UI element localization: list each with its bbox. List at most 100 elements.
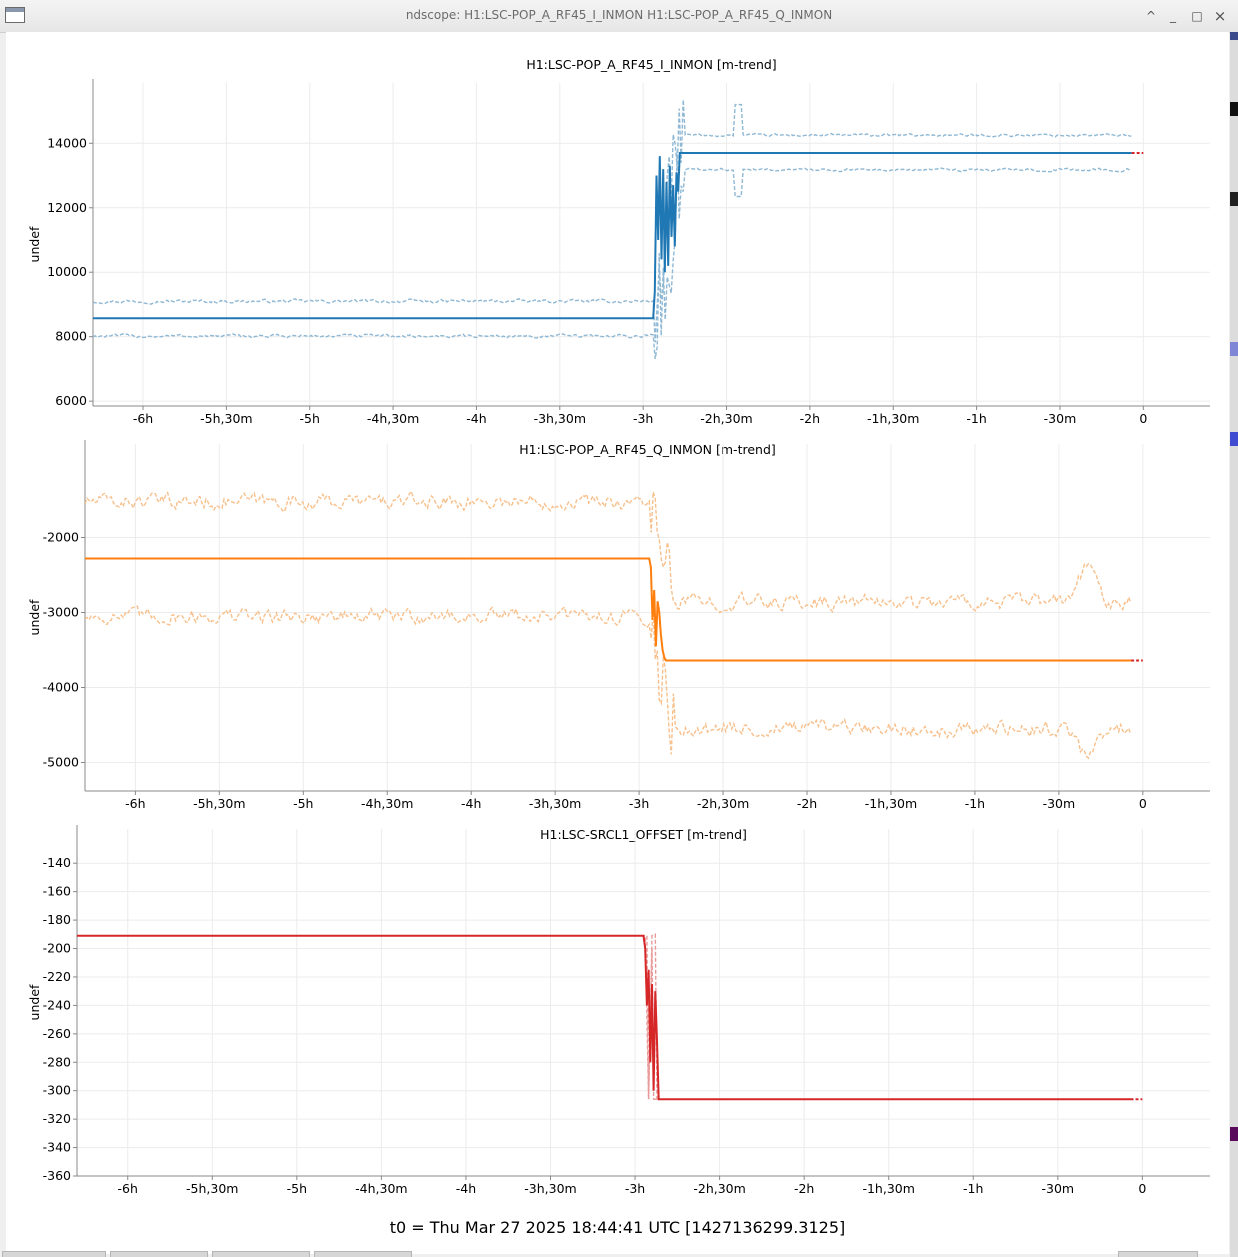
x-tick-label: -2h,30m <box>700 411 752 426</box>
taskbar-tab[interactable] <box>2 1251 106 1257</box>
x-tick-label: -3h,30m <box>529 796 581 811</box>
adjacent-window-strip <box>1230 32 1238 1257</box>
x-tick-label: -1h <box>965 796 985 811</box>
x-tick-label: -3h <box>625 1181 645 1196</box>
close-button[interactable]: × <box>1213 7 1227 25</box>
strip-mark <box>1230 1127 1238 1141</box>
y-tick-label: -180 <box>43 912 71 927</box>
x-tick-label: -2h <box>800 411 820 426</box>
t0-label: t0 = Thu Mar 27 2025 18:44:41 UTC [14271… <box>389 1218 846 1237</box>
x-tick-label: -6h <box>118 1181 138 1196</box>
x-tick-label: -4h <box>461 796 481 811</box>
x-tick-label: -1h,30m <box>867 411 919 426</box>
series-line-mean <box>93 152 1132 320</box>
x-tick-label: -4h,30m <box>361 796 413 811</box>
x-tick-label: -2h <box>797 796 817 811</box>
plot-q-inmon-svg[interactable]: H1:LSC-POP_A_RF45_Q_INMON [m-trend] -6h -5… <box>6 439 1229 824</box>
x-tick-label: -1h <box>963 1181 983 1196</box>
y-tick-label: -5000 <box>43 755 79 770</box>
y-tick-label: -200 <box>43 941 71 956</box>
strip-mark <box>1230 342 1238 356</box>
series-line-mean <box>85 557 1132 662</box>
x-tick-label: -5h,30m <box>193 796 245 811</box>
y-tick-label: 10000 <box>47 264 87 279</box>
plot-srcl1-offset[interactable]: H1:LSC-SRCL1_OFFSET [m-trend] -6h -5h,30m -… <box>6 824 1229 1209</box>
x-tick-label: -3h <box>633 411 653 426</box>
series-line-max <box>85 489 1132 614</box>
x-tick-label: -5h <box>300 411 320 426</box>
strip-mark <box>1230 102 1238 116</box>
x-tick-label: -6h <box>133 411 153 426</box>
x-tick-label: -30m <box>1042 1181 1075 1196</box>
y-axis-label: undef <box>27 226 42 262</box>
y-tick-label: 14000 <box>47 135 87 150</box>
series-line-min <box>77 935 1131 1100</box>
plot-area <box>77 933 1143 1101</box>
y-axis-label: undef <box>27 984 42 1020</box>
x-tick-label: -1h <box>966 411 986 426</box>
y-tick-label: -2000 <box>43 530 79 545</box>
y-tick-label: -280 <box>43 1054 71 1069</box>
x-tick-label: -4h,30m <box>355 1181 407 1196</box>
window-titlebar: ndscope: H1:LSC-POP_A_RF45_I_INMON H1:LS… <box>0 0 1238 33</box>
y-tick-label: 8000 <box>55 329 87 344</box>
y-tick-label: -4000 <box>43 680 79 695</box>
y-tick-label: -320 <box>43 1111 71 1126</box>
x-tick-label: -2h,30m <box>693 1181 745 1196</box>
taskbar-tab[interactable] <box>1118 1251 1198 1257</box>
x-tick-label: -5h <box>293 796 313 811</box>
window-menu-icon[interactable] <box>5 7 25 23</box>
ndscope-client-area: H1:LSC-POP_A_RF45_I_INMON [m-trend] -6h -5… <box>6 32 1229 1254</box>
strip-mark <box>1230 192 1238 206</box>
x-tick-label: -6h <box>125 796 145 811</box>
y-tick-label: 12000 <box>47 200 87 215</box>
x-tick-label: 0 <box>1138 1181 1146 1196</box>
strip-mark <box>1230 32 1238 40</box>
chart-title: H1:LSC-POP_A_RF45_I_INMON [m-trend] <box>526 57 776 72</box>
x-tick-label: -3h,30m <box>524 1181 576 1196</box>
y-tick-label: -360 <box>43 1168 71 1183</box>
x-tick-label: -5h,30m <box>186 1181 238 1196</box>
plot-srcl1-offset-svg[interactable]: H1:LSC-SRCL1_OFFSET [m-trend] -6h -5h,30m -… <box>6 824 1229 1209</box>
series-line-min <box>93 150 1132 360</box>
x-tick-label: -2h <box>794 1181 814 1196</box>
x-tick-label: -3h <box>629 796 649 811</box>
plot-q-inmon[interactable]: H1:LSC-POP_A_RF45_Q_INMON [m-trend] -6h -5… <box>6 439 1229 824</box>
y-tick-label: -260 <box>43 1026 71 1041</box>
keep-above-button[interactable]: ^ <box>1145 9 1157 23</box>
taskbar-tab[interactable] <box>212 1251 310 1257</box>
taskbar-tab[interactable] <box>110 1251 208 1257</box>
taskbar-tab[interactable] <box>314 1251 412 1257</box>
y-tick-label: -220 <box>43 969 71 984</box>
plot-i-inmon[interactable]: H1:LSC-POP_A_RF45_I_INMON [m-trend] -6h -5… <box>6 54 1229 439</box>
series-line-mean <box>77 934 1131 1101</box>
x-tick-label: -1h,30m <box>862 1181 914 1196</box>
y-axis-label: undef <box>27 599 42 635</box>
series-line-min <box>85 605 1132 760</box>
window-title: ndscope: H1:LSC-POP_A_RF45_I_INMON H1:LS… <box>405 8 833 22</box>
x-tick-label: -3h,30m <box>534 411 586 426</box>
y-tick-label: 6000 <box>55 393 87 408</box>
plot-area <box>85 489 1143 760</box>
x-tick-label: -5h,30m <box>200 411 252 426</box>
y-tick-label: -140 <box>43 855 71 870</box>
maximize-button[interactable]: □ <box>1191 9 1203 23</box>
y-tick-label: -340 <box>43 1140 71 1155</box>
x-tick-label: -30m <box>1044 411 1077 426</box>
series-line-max <box>77 933 1131 1100</box>
minimize-button[interactable]: _ <box>1170 9 1176 23</box>
y-tick-label: -160 <box>43 884 71 899</box>
strip-mark <box>1230 432 1238 446</box>
y-tick-label: -240 <box>43 997 71 1012</box>
x-tick-label: -5h <box>287 1181 307 1196</box>
x-tick-label: -30m <box>1043 796 1076 811</box>
y-tick-label: -300 <box>43 1083 71 1098</box>
x-tick-label: -1h,30m <box>865 796 917 811</box>
x-tick-label: -4h <box>466 411 486 426</box>
y-tick-label: -3000 <box>43 605 79 620</box>
x-tick-label: -4h <box>456 1181 476 1196</box>
plot-area <box>93 99 1144 360</box>
chart-title: H1:LSC-SRCL1_OFFSET [m-trend] <box>540 827 747 842</box>
plot-i-inmon-svg[interactable]: H1:LSC-POP_A_RF45_I_INMON [m-trend] -6h -5… <box>6 54 1229 439</box>
x-tick-label: -2h,30m <box>697 796 749 811</box>
